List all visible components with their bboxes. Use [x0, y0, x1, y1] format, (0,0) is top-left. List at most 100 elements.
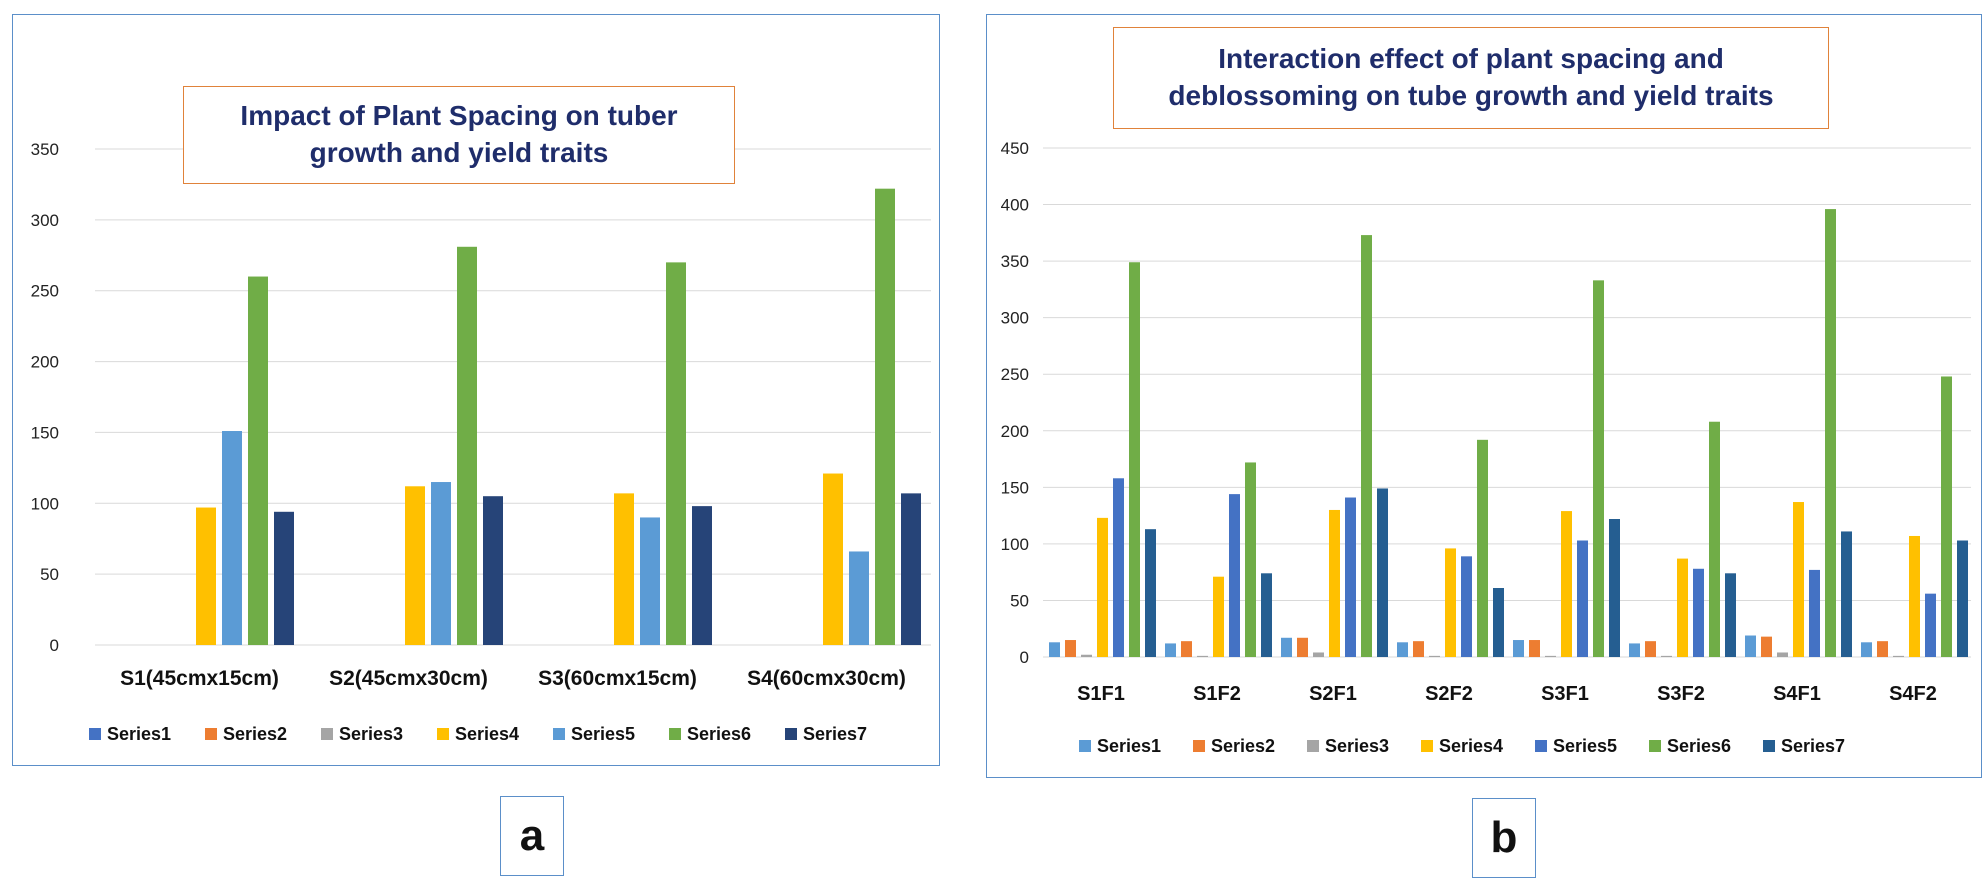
chart-b-bar-series5-s2f1 [1345, 497, 1356, 657]
chart-a-legend-label-series1: Series1 [107, 724, 171, 744]
chart-b-bar-series1-s1f2 [1165, 643, 1176, 657]
chart-a-legend-swatch-series5 [553, 728, 565, 740]
chart-b-title: Interaction effect of plant spacing and … [1113, 27, 1829, 129]
chart-b-bar-series7-s2f2 [1493, 588, 1504, 657]
chart-b-bar-series3-s1f2 [1197, 655, 1208, 657]
chart-a-legend-label-series5: Series5 [571, 724, 635, 744]
chart-a-bar-series4-s2-45cmx30cm- [405, 486, 425, 645]
chart-b-bar-series5-s1f1 [1113, 478, 1124, 657]
chart-a-bar-series6-s3-60cmx15cm- [666, 262, 686, 645]
chart-b-bar-series3-s1f1 [1081, 654, 1092, 657]
chart-a-legend-label-series7: Series7 [803, 724, 867, 744]
chart-b-y-tick-label: 250 [1001, 365, 1029, 384]
chart-b-x-tick-label: S3F2 [1657, 683, 1705, 705]
chart-b-bar-series1-s1f1 [1049, 642, 1060, 657]
chart-b-bar-series7-s2f1 [1377, 488, 1388, 657]
chart-a-y-tick-label: 300 [31, 211, 59, 230]
chart-b-legend-swatch-series6 [1649, 740, 1661, 752]
chart-a-bar-series5-s4-60cmx30cm- [849, 551, 869, 645]
chart-b-y-tick-label: 150 [1001, 478, 1029, 497]
chart-a-legend-swatch-series7 [785, 728, 797, 740]
chart-b-bar-series4-s1f1 [1097, 517, 1108, 657]
chart-a-legend-label-series3: Series3 [339, 724, 403, 744]
chart-b-bar-series5-s4f2 [1925, 593, 1936, 657]
chart-b-legend-label-series1: Series1 [1097, 736, 1161, 756]
chart-b-x-tick-label: S2F1 [1309, 683, 1357, 705]
chart-b-y-tick-label: 200 [1001, 422, 1029, 441]
chart-b-bar-series1-s3f2 [1629, 643, 1640, 657]
chart-b-y-tick-label: 300 [1001, 309, 1029, 328]
chart-b-x-tick-label: S4F2 [1889, 683, 1937, 705]
chart-b-bar-series1-s2f1 [1281, 637, 1292, 657]
chart-b-plot: 0 50 100 150 200 250 300 350 400 450 S1F1 S1F2 S2F1 S… [1001, 139, 1971, 756]
chart-b-legend-swatch-series1 [1079, 740, 1091, 752]
chart-b-bar-series6-s4f1 [1825, 209, 1836, 657]
chart-b-bar-series1-s3f1 [1513, 640, 1524, 657]
chart-b-y-tick-label: 50 [1010, 591, 1029, 610]
chart-a-x-tick-label: S2(45cmx30cm) [329, 667, 488, 690]
chart-a-y-tick-label: 50 [40, 565, 59, 584]
chart-b-y-tick-label: 450 [1001, 139, 1029, 158]
chart-b-legend-swatch-series5 [1535, 740, 1547, 752]
chart-b-x-tick-label: S3F1 [1541, 683, 1589, 705]
chart-b-bar-series6-s2f1 [1361, 235, 1372, 657]
chart-b-bar-series4-s4f2 [1909, 535, 1920, 657]
chart-b-bar-series2-s2f2 [1413, 641, 1424, 657]
chart-b-x-tick-label: S2F2 [1425, 683, 1473, 705]
chart-b-bar-series5-s4f1 [1809, 569, 1820, 657]
chart-b-bar-series6-s3f1 [1593, 280, 1604, 657]
chart-b-legend-label-series5: Series5 [1553, 736, 1617, 756]
chart-a-x-tick-label: S3(60cmx15cm) [538, 667, 697, 690]
chart-b-frame: 0 50 100 150 200 250 300 350 400 450 S1F1 S1F2 S2F1 S… [986, 14, 1982, 778]
chart-b-bar-series4-s3f2 [1677, 558, 1688, 657]
chart-b-y-tick-label: 400 [1001, 196, 1029, 215]
chart-b-legend-label-series3: Series3 [1325, 736, 1389, 756]
chart-b-bar-series2-s2f1 [1297, 637, 1308, 657]
chart-b-bar-series3-s2f1 [1313, 652, 1324, 657]
chart-a-legend-swatch-series3 [321, 728, 333, 740]
chart-a-legend-label-series4: Series4 [455, 724, 519, 744]
chart-b-bar-series2-s1f2 [1181, 641, 1192, 657]
chart-b-legend-label-series6: Series6 [1667, 736, 1731, 756]
chart-b-y-tick-label: 100 [1001, 535, 1029, 554]
chart-a-bar-series4-s4-60cmx30cm- [823, 473, 843, 645]
chart-b-legend-label-series4: Series4 [1439, 736, 1503, 756]
chart-b-bar-series6-s1f2 [1245, 462, 1256, 657]
chart-b-bar-series2-s1f1 [1065, 640, 1076, 657]
chart-b-x-tick-label: S4F1 [1773, 683, 1821, 705]
chart-a-legend-swatch-series4 [437, 728, 449, 740]
chart-a-bar-series6-s1-45cmx15cm- [248, 276, 268, 645]
chart-b-legend-label-series2: Series2 [1211, 736, 1275, 756]
chart-b-bar-series2-s3f1 [1529, 640, 1540, 657]
chart-a-legend-swatch-series6 [669, 728, 681, 740]
chart-a-bar-series7-s3-60cmx15cm- [692, 506, 712, 645]
chart-a-legend-swatch-series2 [205, 728, 217, 740]
chart-b-y-tick-label: 0 [1020, 648, 1029, 667]
chart-a-y-tick-label: 150 [31, 423, 59, 442]
panel-label-b: b [1472, 798, 1536, 878]
chart-b-legend-swatch-series7 [1763, 740, 1775, 752]
chart-b-bar-series6-s2f2 [1477, 439, 1488, 657]
chart-a-y-tick-label: 200 [31, 353, 59, 372]
chart-b-bar-series6-s1f1 [1129, 262, 1140, 657]
chart-b-y-tick-label: 350 [1001, 252, 1029, 271]
chart-a-title: Impact of Plant Spacing on tuber growth … [183, 86, 735, 184]
chart-b-bar-series7-s3f1 [1609, 519, 1620, 657]
chart-b-bar-series3-s3f2 [1661, 655, 1672, 657]
chart-b-bar-series5-s3f2 [1693, 568, 1704, 657]
chart-b-bar-series5-s2f2 [1461, 556, 1472, 657]
chart-a-bar-series4-s3-60cmx15cm- [614, 493, 634, 645]
chart-a-y-tick-label: 100 [31, 494, 59, 513]
chart-b-bar-series4-s2f2 [1445, 548, 1456, 657]
chart-a-plot: 0 50 100 150 200 250 300 350 S1(45cmx15cm) S2(45c… [31, 140, 931, 744]
chart-a-legend-swatch-series1 [89, 728, 101, 740]
chart-b-bar-series3-s4f1 [1777, 652, 1788, 657]
chart-b-bar-series7-s4f1 [1841, 531, 1852, 657]
chart-b-bar-series3-s2f2 [1429, 655, 1440, 657]
chart-b-bar-series6-s3f2 [1709, 421, 1720, 657]
chart-b-bar-series1-s4f1 [1745, 635, 1756, 657]
chart-b-bar-series5-s1f2 [1229, 494, 1240, 657]
chart-a-bar-series7-s1-45cmx15cm- [274, 511, 294, 645]
chart-b-bar-series7-s1f1 [1145, 529, 1156, 657]
chart-a-bar-series7-s4-60cmx30cm- [901, 493, 921, 645]
